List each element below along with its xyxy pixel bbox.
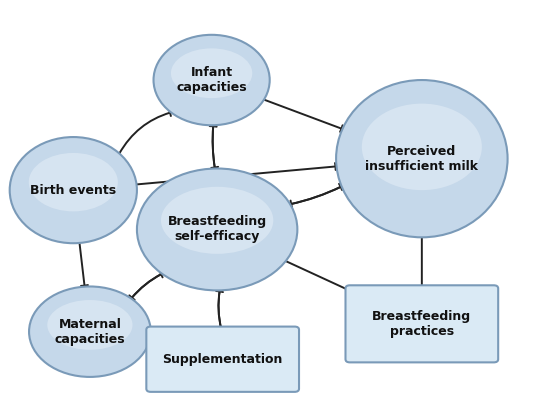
Ellipse shape xyxy=(29,153,118,211)
Ellipse shape xyxy=(153,35,270,125)
Ellipse shape xyxy=(161,187,274,254)
Ellipse shape xyxy=(336,80,508,237)
Ellipse shape xyxy=(137,169,297,290)
Ellipse shape xyxy=(362,104,482,190)
Text: Breastfeeding
practices: Breastfeeding practices xyxy=(373,310,471,338)
Text: Infant
capacities: Infant capacities xyxy=(176,66,247,94)
Text: Breastfeeding
self-efficacy: Breastfeeding self-efficacy xyxy=(167,215,267,244)
Text: Maternal
capacities: Maternal capacities xyxy=(54,318,125,346)
Ellipse shape xyxy=(171,48,252,98)
FancyBboxPatch shape xyxy=(345,285,498,362)
Ellipse shape xyxy=(29,286,151,377)
Text: Supplementation: Supplementation xyxy=(162,353,283,366)
FancyBboxPatch shape xyxy=(146,327,299,392)
Text: Perceived
insufficient milk: Perceived insufficient milk xyxy=(365,145,478,173)
Ellipse shape xyxy=(47,300,132,350)
Ellipse shape xyxy=(9,137,137,243)
Text: Birth events: Birth events xyxy=(30,184,116,197)
